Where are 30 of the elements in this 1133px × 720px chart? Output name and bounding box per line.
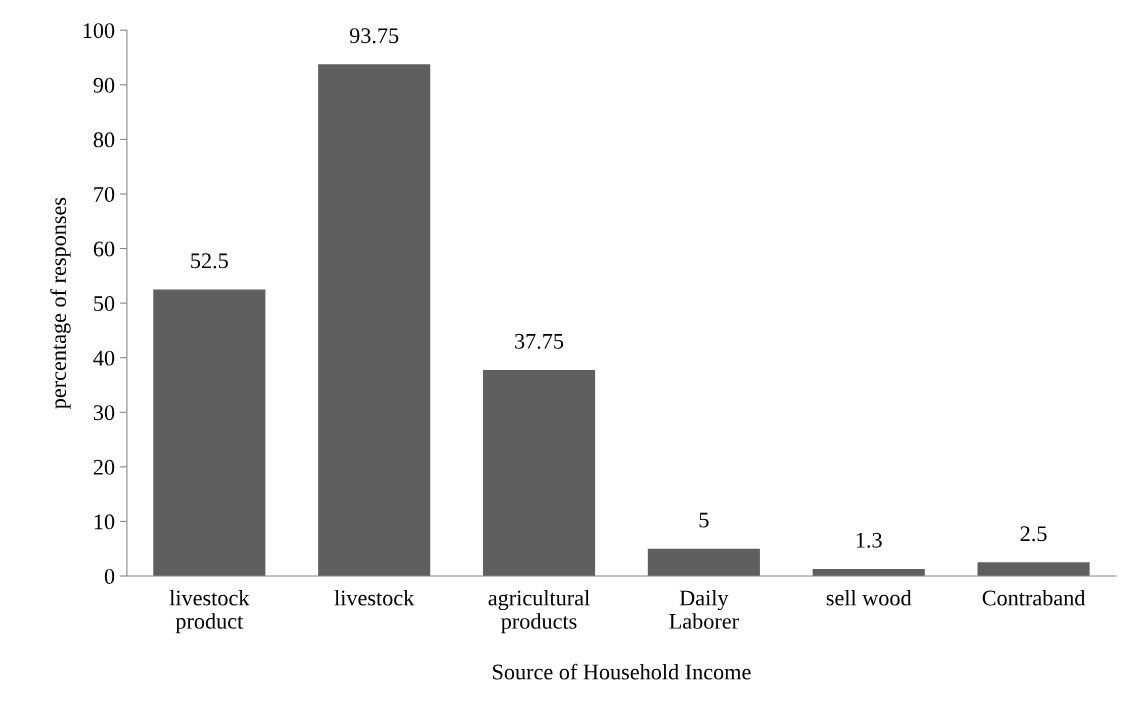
x-tick-label: sell wood bbox=[826, 589, 912, 606]
y-axis-title: percentage of responses bbox=[50, 197, 71, 409]
y-tick-label: 10 bbox=[94, 514, 115, 530]
x-tick-label: agricultural products bbox=[488, 589, 590, 634]
data-label: 5 bbox=[699, 512, 709, 528]
data-label: 2.5 bbox=[1020, 526, 1047, 542]
y-tick-label: 100 bbox=[83, 23, 115, 39]
y-tick-label: 0 bbox=[104, 568, 115, 584]
y-tick-label: 30 bbox=[93, 405, 115, 421]
bar bbox=[482, 369, 596, 576]
y-tick-label: 80 bbox=[93, 132, 115, 148]
data-label: 52.5 bbox=[191, 253, 228, 269]
y-tick-label: 40 bbox=[93, 350, 115, 366]
x-tick-label: livestock bbox=[334, 589, 415, 606]
y-tick-label: 60 bbox=[93, 241, 115, 257]
bar bbox=[647, 548, 760, 576]
data-label: 1.3 bbox=[856, 532, 882, 548]
x-tick-label: Contraband bbox=[982, 589, 1086, 606]
bar bbox=[153, 289, 266, 576]
y-tick-label: 90 bbox=[93, 77, 115, 93]
x-tick-label: livestock product bbox=[169, 589, 250, 634]
bar bbox=[318, 64, 431, 576]
y-tick-label: 50 bbox=[94, 296, 115, 312]
y-tick-label: 20 bbox=[93, 459, 115, 475]
data-label: 93.75 bbox=[349, 28, 399, 44]
bar bbox=[977, 562, 1090, 576]
y-tick-label: 70 bbox=[94, 186, 115, 202]
x-axis-title: Source of Household Income bbox=[493, 663, 751, 680]
x-tick-label: Daily Laborer bbox=[669, 589, 739, 629]
data-label: 37.75 bbox=[515, 333, 564, 349]
